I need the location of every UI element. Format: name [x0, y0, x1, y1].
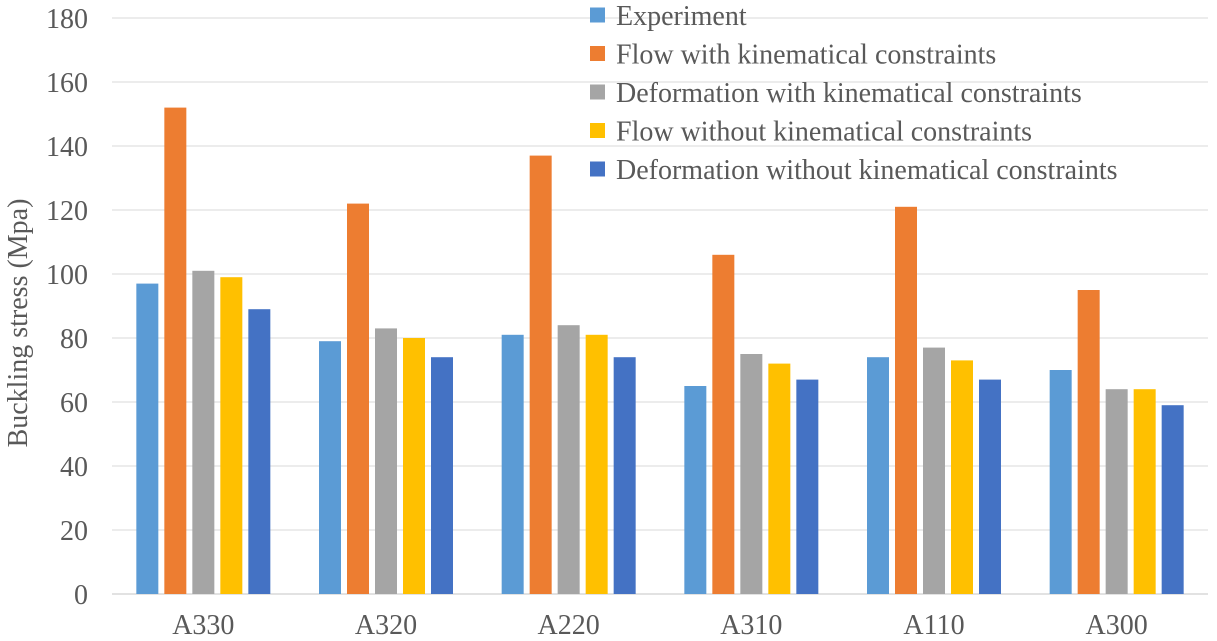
bar-a320-series-1	[319, 341, 341, 594]
y-tick-label: 120	[46, 196, 88, 227]
bar-a300-series-5	[1161, 405, 1184, 594]
x-tick-label: A220	[538, 610, 600, 641]
legend: Experiment Flow with kinematical constrai…	[590, 1, 1118, 186]
bar-a300-series-4	[1133, 389, 1156, 594]
bar-a110-series-4	[951, 360, 973, 594]
bar-a310-series-3	[740, 354, 763, 594]
bar-a110-series-1	[867, 357, 889, 594]
bar-a310-series-1	[684, 386, 707, 594]
bar-a110-series-2	[895, 206, 917, 595]
bars	[136, 107, 1184, 595]
bar-a220-series-2	[529, 155, 552, 594]
bar-a320-series-3	[375, 328, 397, 594]
y-tick-label: 100	[46, 260, 88, 291]
legend-swatch	[590, 123, 605, 138]
y-tick-label: 40	[60, 452, 88, 483]
x-tick-label: A320	[355, 610, 417, 641]
gridlines	[112, 17, 1208, 595]
y-tick-label: 60	[60, 388, 88, 419]
legend-swatch	[590, 84, 605, 100]
bar-a220-series-1	[501, 334, 524, 594]
bar-a330-series-3	[192, 270, 215, 594]
bar-a300-series-2	[1077, 290, 1100, 594]
y-tick-label: 180	[46, 4, 88, 35]
y-tick-label: 0	[74, 580, 88, 611]
legend-label: Deformation without kinematical constrai…	[616, 155, 1118, 186]
legend-item: Experiment	[590, 1, 747, 32]
y-tick-label: 20	[60, 516, 88, 547]
bar-a220-series-5	[613, 357, 636, 594]
bar-a300-series-3	[1105, 389, 1128, 594]
bar-a110-series-3	[923, 347, 945, 594]
y-tick-label: 80	[60, 324, 88, 355]
legend-swatch	[590, 7, 605, 23]
legend-item: Deformation with kinematical constraints	[590, 78, 1082, 109]
bar-a310-series-2	[712, 254, 735, 595]
bar-a330-series-2	[164, 107, 187, 594]
bar-a330-series-5	[248, 309, 271, 594]
y-tick-label: 140	[46, 132, 88, 163]
x-tick-label: A310	[720, 610, 782, 641]
bar-a300-series-1	[1049, 370, 1072, 594]
legend-label: Flow with kinematical constraints	[616, 40, 996, 71]
bar-a320-series-2	[347, 203, 369, 594]
bar-a320-series-5	[431, 357, 453, 594]
legend-item: Deformation without kinematical constrai…	[590, 155, 1118, 186]
bar-a220-series-4	[585, 334, 608, 594]
legend-swatch	[590, 46, 605, 61]
bar-a310-series-5	[796, 379, 819, 594]
x-tick-label: A330	[172, 610, 234, 641]
y-axis-title: Buckling stress (Mpa)	[3, 199, 34, 448]
x-axis-ticks: A330 A320 A220 A310 A110 A300	[172, 610, 1148, 641]
x-tick-label: A110	[903, 610, 964, 641]
legend-label: Flow without kinematical constraints	[616, 117, 1032, 148]
bar-a310-series-4	[768, 363, 791, 594]
legend-item: Flow with kinematical constraints	[590, 40, 996, 71]
bar-a330-series-4	[220, 277, 243, 594]
legend-label: Experiment	[616, 1, 747, 32]
bar-a110-series-5	[979, 379, 1001, 594]
y-tick-label: 160	[46, 68, 88, 99]
x-tick-label: A300	[1086, 610, 1148, 641]
legend-label: Deformation with kinematical constraints	[616, 78, 1082, 109]
bar-a320-series-4	[403, 338, 425, 594]
y-axis-ticks: 0 20 40 60 80 100 120 140 160 180	[46, 4, 88, 611]
legend-swatch	[590, 161, 605, 177]
bar-a220-series-3	[557, 325, 580, 594]
legend-item: Flow without kinematical constraints	[590, 117, 1032, 148]
bar-a330-series-1	[136, 283, 159, 594]
